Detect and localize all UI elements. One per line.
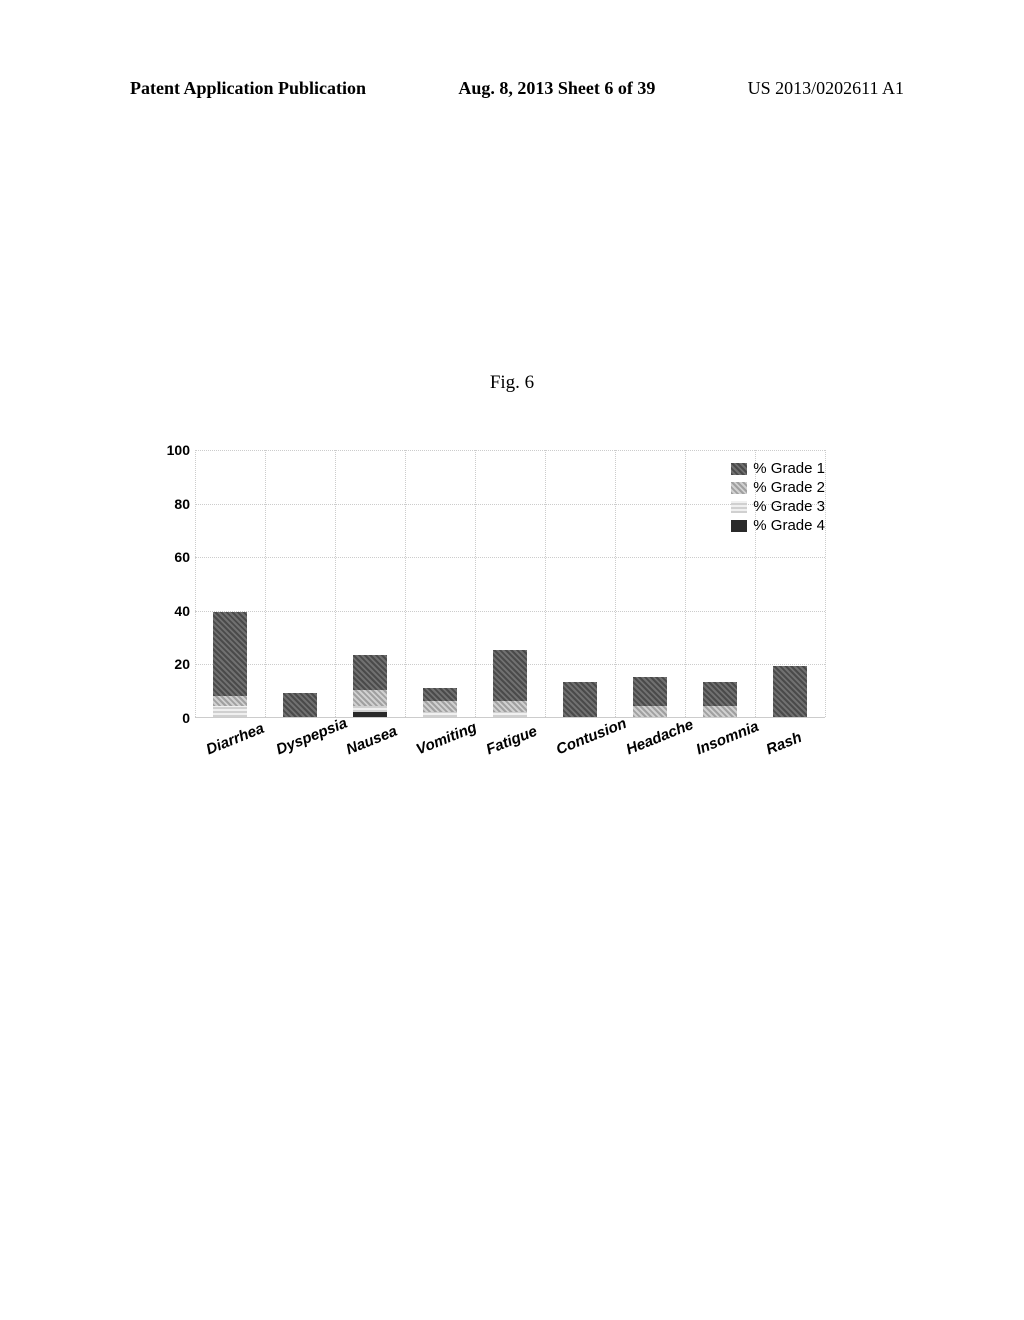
header-publication: Patent Application Publication (130, 78, 366, 99)
gridline-v (265, 450, 266, 717)
bar-group (703, 682, 737, 717)
bar-group (213, 612, 247, 717)
header-patent-number: US 2013/0202611 A1 (748, 78, 904, 99)
y-tick-label: 40 (165, 603, 190, 619)
bar-group (493, 650, 527, 717)
page-header: Patent Application Publication Aug. 8, 2… (0, 78, 1024, 99)
gridline-v (195, 450, 196, 717)
bar-segment-g2 (213, 696, 247, 707)
bar-group (563, 682, 597, 717)
chart-container: % Grade 1 % Grade 2 % Grade 3 % Grade 4 0 20… (135, 430, 875, 800)
gridline-v (685, 450, 686, 717)
bar-segment-g3 (353, 706, 387, 711)
bar-segment-g1 (213, 612, 247, 695)
bar-segment-g1 (423, 688, 457, 701)
legend-item: % Grade 4 (731, 517, 825, 534)
x-category-label: Fatigue (484, 723, 540, 759)
x-category-label: Diarrhea (204, 720, 267, 759)
y-tick-label: 100 (165, 442, 190, 458)
x-category-label: Vomiting (414, 719, 479, 759)
bar-group (773, 666, 807, 717)
x-category-label: Headache (624, 716, 696, 758)
bar-segment-g3 (213, 706, 247, 717)
bar-segment-g1 (493, 650, 527, 701)
gridline-v (545, 450, 546, 717)
legend: % Grade 1 % Grade 2 % Grade 3 % Grade 4 (731, 460, 825, 536)
bar-segment-g2 (493, 701, 527, 712)
x-category-label: Rash (764, 729, 804, 759)
bar-segment-g3 (423, 712, 457, 717)
bar-segment-g1 (633, 677, 667, 706)
legend-item: % Grade 2 (731, 479, 825, 496)
x-category-label: Nausea (344, 723, 400, 759)
header-date-sheet: Aug. 8, 2013 Sheet 6 of 39 (458, 78, 655, 99)
gridline-v (615, 450, 616, 717)
stacked-bar-chart: % Grade 1 % Grade 2 % Grade 3 % Grade 4 0 20… (135, 430, 875, 800)
gridline-v (405, 450, 406, 717)
bar-group (633, 677, 667, 717)
bar-segment-g4 (353, 712, 387, 717)
bar-segment-g2 (353, 690, 387, 706)
gridline-v (335, 450, 336, 717)
legend-swatch-icon (731, 501, 747, 513)
y-tick-label: 0 (165, 710, 190, 726)
figure-title: Fig. 6 (0, 372, 1024, 394)
bar-group (423, 688, 457, 717)
legend-item: % Grade 1 (731, 460, 825, 477)
bar-group (283, 693, 317, 717)
bar-segment-g2 (423, 701, 457, 712)
bar-segment-g1 (703, 682, 737, 706)
bar-segment-g3 (493, 712, 527, 717)
y-tick-label: 20 (165, 656, 190, 672)
bar-segment-g1 (563, 682, 597, 717)
bar-group (353, 655, 387, 717)
legend-label: % Grade 4 (753, 517, 825, 534)
gridline-h (195, 557, 825, 558)
bar-segment-g2 (633, 706, 667, 717)
legend-swatch-icon (731, 482, 747, 494)
gridline-h (195, 611, 825, 612)
page: Patent Application Publication Aug. 8, 2… (0, 0, 1024, 1320)
legend-label: % Grade 2 (753, 479, 825, 496)
legend-label: % Grade 3 (753, 498, 825, 515)
x-category-label: Contusion (554, 715, 629, 759)
y-tick-label: 60 (165, 549, 190, 565)
gridline-v (825, 450, 826, 717)
gridline-v (475, 450, 476, 717)
bar-segment-g1 (353, 655, 387, 690)
legend-swatch-icon (731, 520, 747, 532)
bar-segment-g1 (283, 693, 317, 717)
bar-segment-g2 (703, 706, 737, 717)
legend-label: % Grade 1 (753, 460, 825, 477)
legend-item: % Grade 3 (731, 498, 825, 515)
legend-swatch-icon (731, 463, 747, 475)
y-tick-label: 80 (165, 496, 190, 512)
x-category-label: Insomnia (694, 718, 761, 758)
bar-segment-g1 (773, 666, 807, 717)
gridline-h (195, 450, 825, 451)
x-category-label: Dyspepsia (274, 715, 350, 759)
